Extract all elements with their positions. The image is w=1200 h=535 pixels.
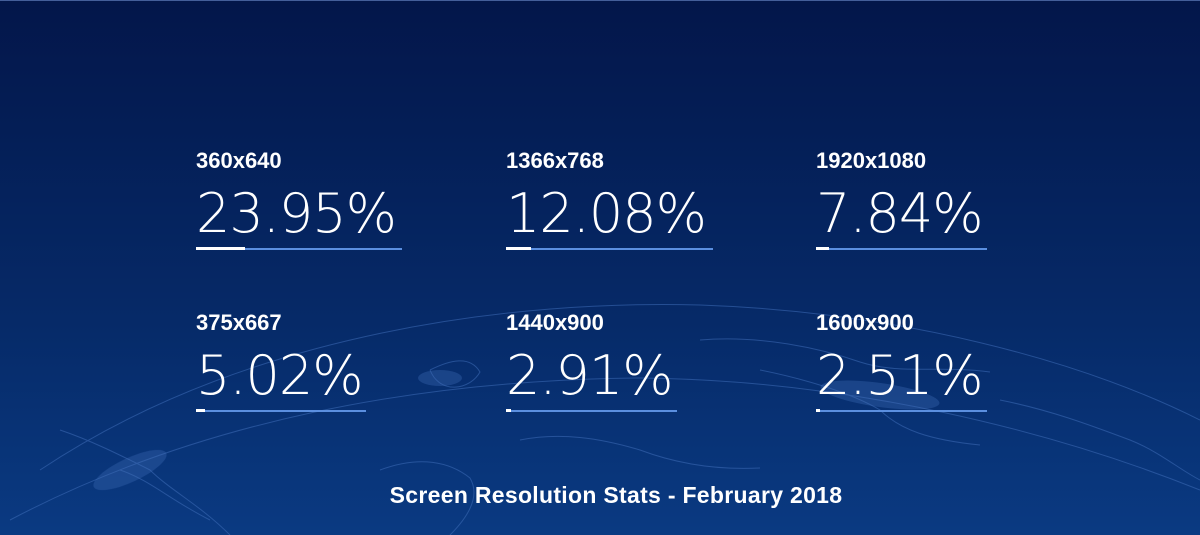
resolution-label: 1600x900 — [816, 310, 914, 335]
stat-card: 1366x768 12.08% — [506, 148, 713, 250]
share-percentage: 23.95% — [196, 182, 397, 245]
share-percentage: 7.84% — [816, 182, 984, 245]
resolution-label: 360x640 — [196, 148, 282, 173]
share-bar-fill — [506, 247, 531, 250]
share-bar — [816, 409, 987, 412]
share-bar-fill — [196, 409, 205, 412]
stat-card: 360x640 23.95% — [196, 148, 402, 250]
stat-card: 375x667 5.02% — [196, 310, 366, 412]
share-bar-fill — [816, 409, 821, 412]
resolution-label: 1440x900 — [506, 310, 604, 335]
stat-card: 1440x900 2.91% — [506, 310, 677, 412]
share-bar — [196, 247, 402, 250]
share-percentage: 5.02% — [196, 344, 364, 407]
stat-card: 1920x1080 7.84% — [816, 148, 987, 250]
share-percentage: 2.51% — [816, 344, 984, 407]
share-bar — [196, 409, 366, 412]
share-bar-fill — [196, 247, 246, 250]
share-bar-fill — [506, 409, 511, 412]
resolution-label: 1920x1080 — [816, 148, 927, 173]
resolution-label: 375x667 — [196, 310, 282, 335]
share-bar — [816, 247, 987, 250]
share-bar — [506, 247, 713, 250]
stat-card: 1600x900 2.51% — [816, 310, 987, 412]
resolution-label: 1366x768 — [506, 148, 604, 173]
share-bar-fill — [816, 247, 830, 250]
share-bar — [506, 409, 677, 412]
share-percentage: 2.91% — [506, 344, 674, 407]
footer-caption: Screen Resolution Stats - February 2018 — [389, 482, 843, 508]
share-percentage: 12.08% — [506, 182, 707, 245]
top-border — [0, 0, 1200, 1]
